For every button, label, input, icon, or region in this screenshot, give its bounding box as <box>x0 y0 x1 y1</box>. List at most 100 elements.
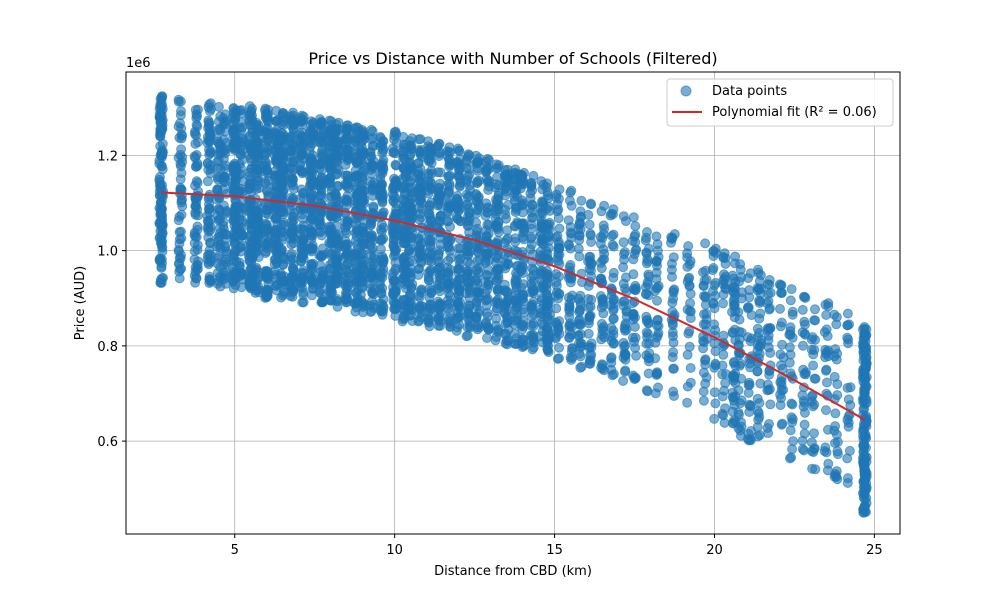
data-point <box>331 295 342 306</box>
data-point <box>608 272 619 283</box>
data-point <box>340 235 351 246</box>
data-point <box>667 297 678 308</box>
data-point <box>525 203 536 214</box>
data-point <box>720 258 731 269</box>
data-point <box>250 287 261 298</box>
data-point <box>388 147 399 158</box>
data-point <box>608 313 619 324</box>
data-point <box>719 385 730 396</box>
data-point <box>717 369 728 380</box>
data-point <box>251 149 262 160</box>
data-point <box>451 325 462 336</box>
data-point <box>375 244 386 255</box>
x-tick-label: 5 <box>231 543 239 558</box>
data-point <box>413 145 424 156</box>
data-point <box>261 185 272 196</box>
data-point <box>356 142 367 153</box>
data-point <box>407 279 418 290</box>
data-point <box>861 346 871 357</box>
data-point <box>806 446 817 457</box>
data-point <box>753 267 764 278</box>
data-point <box>755 308 766 319</box>
data-point <box>376 219 387 230</box>
data-point <box>564 304 575 315</box>
data-point <box>642 253 653 264</box>
data-point <box>482 308 492 318</box>
data-point <box>176 133 187 144</box>
data-point <box>606 353 616 364</box>
data-point <box>378 161 389 172</box>
data-point <box>315 278 326 288</box>
chart-title: Price vs Distance with Number of Schools… <box>308 49 717 68</box>
data-point <box>220 270 230 281</box>
data-point <box>668 285 679 296</box>
data-point <box>810 304 820 315</box>
data-point <box>785 326 796 337</box>
data-point <box>842 473 853 484</box>
data-point <box>754 398 765 408</box>
data-point <box>719 417 730 428</box>
data-point <box>733 385 744 396</box>
data-point <box>631 283 641 294</box>
data-point <box>452 214 463 225</box>
data-point <box>525 193 536 204</box>
data-point <box>776 288 787 299</box>
data-point <box>650 353 661 364</box>
data-point <box>375 133 386 144</box>
data-point <box>218 134 229 145</box>
data-point <box>829 309 840 320</box>
data-point <box>509 328 520 339</box>
data-point <box>733 407 744 418</box>
data-point <box>651 274 662 285</box>
data-point <box>499 279 510 290</box>
data-point <box>413 234 424 245</box>
data-point <box>785 349 796 360</box>
data-point <box>191 273 202 284</box>
data-point <box>553 204 564 215</box>
data-point <box>175 118 185 129</box>
y-tick-label: 1.0 <box>97 245 118 260</box>
data-point <box>492 195 503 206</box>
data-point <box>618 237 629 248</box>
data-point <box>285 255 296 266</box>
data-point <box>542 178 553 189</box>
data-point <box>473 204 484 215</box>
data-point <box>461 189 472 200</box>
data-point <box>434 245 445 256</box>
data-point <box>806 334 817 345</box>
data-point <box>800 292 811 303</box>
data-point <box>461 163 472 174</box>
data-point <box>845 382 856 393</box>
data-point <box>753 431 763 442</box>
data-point <box>787 306 798 317</box>
data-point <box>574 307 585 318</box>
data-point <box>685 363 696 373</box>
data-point <box>542 290 553 300</box>
data-point <box>551 189 562 200</box>
data-point <box>219 143 230 154</box>
data-point <box>650 337 661 348</box>
data-point <box>823 298 834 309</box>
data-point <box>800 367 811 378</box>
data-point <box>433 303 444 314</box>
data-point <box>297 297 308 308</box>
data-point <box>190 207 201 218</box>
data-point <box>618 300 629 311</box>
data-point <box>764 275 775 285</box>
data-point <box>860 466 871 477</box>
data-point <box>192 111 203 122</box>
y-offset-label: 1e6 <box>126 56 151 71</box>
data-point <box>403 230 414 241</box>
data-point <box>377 191 388 202</box>
data-point <box>234 186 245 197</box>
data-point <box>173 152 184 163</box>
data-point <box>424 292 435 303</box>
data-point <box>480 166 491 177</box>
data-point <box>765 399 776 410</box>
data-point <box>157 138 168 149</box>
data-point <box>158 272 168 283</box>
x-tick-label: 10 <box>386 543 403 558</box>
data-point <box>652 367 663 378</box>
data-point <box>482 207 493 218</box>
data-point <box>684 341 695 352</box>
